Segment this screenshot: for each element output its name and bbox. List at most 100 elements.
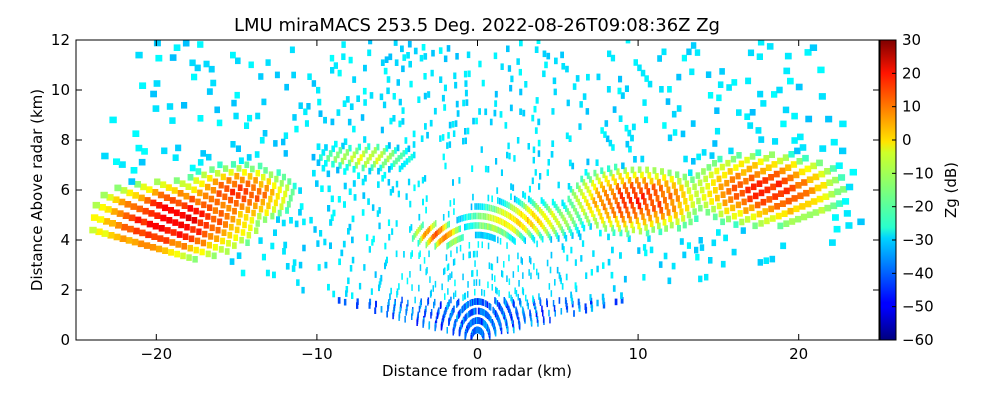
reflectivity-cell bbox=[157, 191, 165, 199]
reflectivity-cell bbox=[467, 70, 471, 78]
reflectivity-cell bbox=[395, 250, 398, 258]
reflectivity-cell bbox=[692, 208, 697, 215]
reflectivity-cell bbox=[316, 159, 321, 166]
reflectivity-cell bbox=[357, 172, 361, 179]
reflectivity-cell bbox=[474, 222, 477, 229]
reflectivity-cell bbox=[136, 205, 143, 213]
reflectivity-cell bbox=[576, 211, 579, 218]
reflectivity-cell bbox=[330, 195, 334, 203]
reflectivity-cell bbox=[462, 234, 464, 241]
reflectivity-cell bbox=[625, 172, 630, 179]
reflectivity-cell bbox=[516, 208, 519, 215]
reflectivity-cell bbox=[578, 123, 582, 130]
reflectivity-cell bbox=[321, 149, 326, 156]
reflectivity-cell bbox=[662, 122, 667, 129]
reflectivity-cell bbox=[500, 228, 502, 235]
reflectivity-cell bbox=[606, 86, 611, 93]
reflectivity-cell bbox=[378, 207, 381, 214]
reflectivity-cell bbox=[447, 132, 450, 139]
reflectivity-cell bbox=[194, 64, 201, 72]
reflectivity-cell bbox=[523, 202, 525, 210]
reflectivity-cell bbox=[689, 68, 695, 76]
reflectivity-cell bbox=[789, 184, 796, 192]
reflectivity-cell bbox=[672, 205, 677, 213]
reflectivity-cell bbox=[520, 222, 523, 229]
reflectivity-cell bbox=[499, 111, 503, 118]
reflectivity-cell bbox=[323, 238, 327, 246]
reflectivity-cell bbox=[554, 215, 557, 223]
reflectivity-cell bbox=[618, 206, 622, 214]
reflectivity-cell bbox=[594, 201, 598, 208]
reflectivity-cell bbox=[511, 225, 514, 232]
reflectivity-cell bbox=[279, 203, 284, 210]
reflectivity-cell bbox=[188, 235, 195, 243]
reflectivity-cell bbox=[550, 236, 553, 243]
reflectivity-cell bbox=[712, 160, 717, 167]
reflectivity-cell bbox=[682, 251, 687, 259]
reflectivity-cell bbox=[241, 195, 247, 203]
reflectivity-cell bbox=[684, 180, 690, 188]
reflectivity-cell bbox=[558, 297, 561, 304]
reflectivity-cell bbox=[417, 240, 420, 247]
reflectivity-cell bbox=[410, 252, 412, 259]
reflectivity-cell bbox=[153, 40, 161, 47]
reflectivity-cell bbox=[599, 212, 603, 220]
reflectivity-cell bbox=[824, 168, 831, 175]
reflectivity-cell bbox=[500, 208, 503, 216]
reflectivity-cell bbox=[254, 227, 259, 234]
reflectivity-cell bbox=[407, 145, 411, 153]
reflectivity-cell bbox=[428, 226, 431, 233]
reflectivity-cell bbox=[630, 221, 634, 229]
reflectivity-cell bbox=[716, 229, 721, 236]
reflectivity-cell bbox=[706, 164, 712, 171]
reflectivity-cell bbox=[669, 175, 674, 183]
reflectivity-cell bbox=[646, 188, 651, 195]
reflectivity-cell bbox=[724, 207, 730, 215]
reflectivity-cell bbox=[113, 233, 121, 241]
reflectivity-cell bbox=[109, 220, 116, 227]
reflectivity-cell bbox=[444, 267, 446, 275]
reflectivity-cell bbox=[465, 223, 467, 231]
reflectivity-cell bbox=[749, 204, 755, 212]
reflectivity-cell bbox=[292, 259, 297, 266]
reflectivity-cell bbox=[591, 179, 594, 187]
reflectivity-cell bbox=[451, 239, 453, 246]
reflectivity-cell bbox=[481, 289, 483, 296]
reflectivity-cell bbox=[230, 141, 236, 148]
reflectivity-cell bbox=[457, 312, 460, 319]
reflectivity-cell bbox=[544, 213, 546, 220]
reflectivity-cell bbox=[407, 299, 409, 307]
reflectivity-cell bbox=[642, 177, 646, 184]
reflectivity-cell bbox=[446, 221, 449, 229]
reflectivity-cell bbox=[447, 231, 450, 238]
reflectivity-cell bbox=[114, 184, 122, 192]
reflectivity-cell bbox=[277, 209, 282, 217]
reflectivity-cell bbox=[465, 302, 468, 309]
reflectivity-cell bbox=[817, 66, 825, 74]
reflectivity-cell bbox=[395, 220, 398, 227]
reflectivity-cell bbox=[464, 128, 467, 135]
reflectivity-cell bbox=[812, 173, 820, 181]
reflectivity-cell bbox=[190, 226, 196, 233]
reflectivity-cell bbox=[698, 237, 703, 244]
reflectivity-cell bbox=[439, 135, 442, 142]
reflectivity-cell bbox=[234, 172, 240, 180]
reflectivity-cell bbox=[586, 73, 590, 81]
reflectivity-cell bbox=[662, 219, 667, 226]
reflectivity-cell bbox=[452, 130, 456, 137]
reflectivity-cell bbox=[152, 189, 159, 196]
reflectivity-cell bbox=[483, 232, 485, 239]
reflectivity-cell bbox=[524, 81, 528, 88]
reflectivity-cell bbox=[445, 305, 448, 312]
reflectivity-cell bbox=[508, 291, 510, 299]
reflectivity-cell bbox=[477, 203, 480, 210]
reflectivity-cell bbox=[737, 181, 743, 188]
reflectivity-cell bbox=[593, 169, 597, 177]
reflectivity-cell bbox=[517, 316, 520, 324]
colorbar-tick-label: −10 bbox=[902, 164, 934, 182]
reflectivity-cell bbox=[653, 189, 658, 196]
reflectivity-cell bbox=[570, 214, 573, 221]
reflectivity-cell bbox=[268, 195, 273, 203]
reflectivity-cell bbox=[610, 188, 614, 196]
reflectivity-cell bbox=[113, 158, 121, 165]
